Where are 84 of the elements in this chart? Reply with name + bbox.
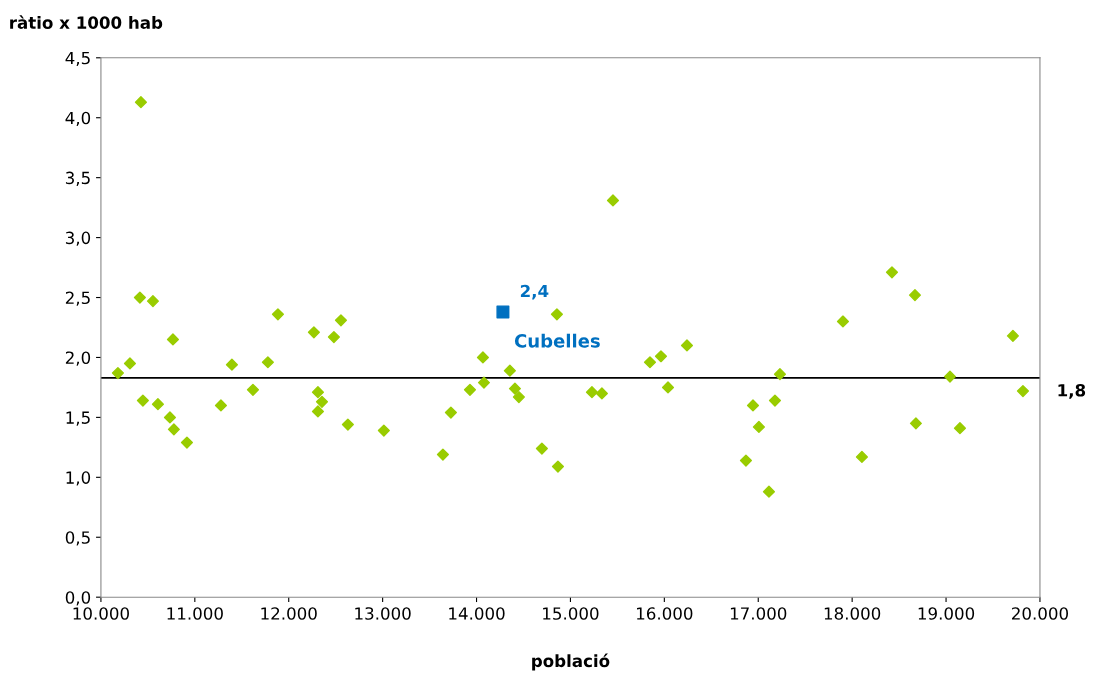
point (307, 326, 320, 339)
point (167, 423, 180, 436)
point (606, 194, 620, 207)
point (261, 356, 274, 369)
point (136, 394, 149, 407)
point (836, 315, 850, 328)
y-tick-label: 4,0 (65, 111, 91, 126)
y-tick-label: 1,0 (66, 471, 91, 486)
point (225, 358, 238, 371)
point (535, 442, 548, 455)
x-tick-label: 14.000 (449, 607, 505, 620)
point (377, 424, 390, 437)
point (334, 314, 348, 327)
point (550, 308, 563, 321)
point (773, 368, 787, 381)
point (436, 448, 449, 461)
point (680, 339, 694, 352)
point (444, 406, 457, 419)
x-tick-label: 10.000 (73, 607, 129, 620)
point (476, 351, 489, 364)
y-tick-label: 2,0 (65, 351, 91, 366)
point (953, 422, 967, 435)
point (1016, 384, 1030, 398)
y-tick-label: 1,5 (66, 411, 90, 426)
y-tick-label: 0,0 (65, 591, 91, 606)
y-tick-label: 3,0 (65, 231, 91, 246)
y-tick-label: 2,5 (65, 291, 90, 306)
point (123, 357, 137, 370)
point (214, 399, 228, 412)
x-tick-label: 12.000 (261, 607, 317, 620)
point (271, 308, 285, 321)
point (146, 295, 160, 308)
point (341, 418, 354, 431)
x-tick-label: 15.000 (543, 607, 599, 620)
point (943, 370, 957, 383)
point (327, 331, 340, 344)
point (311, 405, 325, 418)
y-tick-label: 4,5 (65, 51, 90, 67)
point (133, 291, 146, 304)
ref-line-label: 1,8 (1058, 383, 1086, 399)
x-tick-label: 17.000 (730, 607, 787, 620)
x-tick-label: 20.000 (1012, 607, 1069, 620)
point (654, 350, 668, 363)
point (246, 383, 260, 396)
point (180, 436, 194, 449)
y-axis-title: ràtio x 1000 hab (10, 15, 163, 29)
point (315, 395, 329, 408)
point (134, 96, 148, 109)
point (661, 381, 675, 394)
y-tick-label: 3,5 (65, 171, 90, 186)
point (909, 417, 922, 430)
point (111, 366, 124, 380)
point (503, 364, 516, 377)
x-axis-title: població (532, 653, 610, 671)
point (762, 485, 776, 498)
y-tick-label: 0,5 (65, 531, 90, 546)
x-tick-label: 16.000 (637, 607, 693, 620)
point (746, 399, 760, 412)
point (311, 386, 325, 399)
point (908, 289, 922, 302)
point (885, 266, 899, 279)
point (595, 387, 608, 400)
x-tick-label: 11.000 (167, 607, 223, 620)
point (496, 305, 510, 319)
point (166, 333, 180, 346)
point (163, 411, 177, 424)
point (477, 376, 491, 389)
point (463, 383, 477, 396)
point (855, 450, 868, 464)
point (752, 420, 765, 434)
point (768, 394, 782, 407)
point (1006, 329, 1019, 342)
point (739, 454, 753, 467)
x-tick-label: 19.000 (918, 607, 975, 620)
point (151, 398, 164, 411)
point (512, 390, 525, 404)
point (551, 460, 565, 473)
point (643, 356, 657, 369)
point (585, 386, 599, 399)
x-tick-label: 13.000 (355, 607, 411, 620)
point (508, 382, 522, 395)
data-label: 2,4 (520, 284, 549, 300)
x-tick-label: 18.000 (824, 607, 881, 620)
series-label: Cubelles (514, 333, 600, 348)
